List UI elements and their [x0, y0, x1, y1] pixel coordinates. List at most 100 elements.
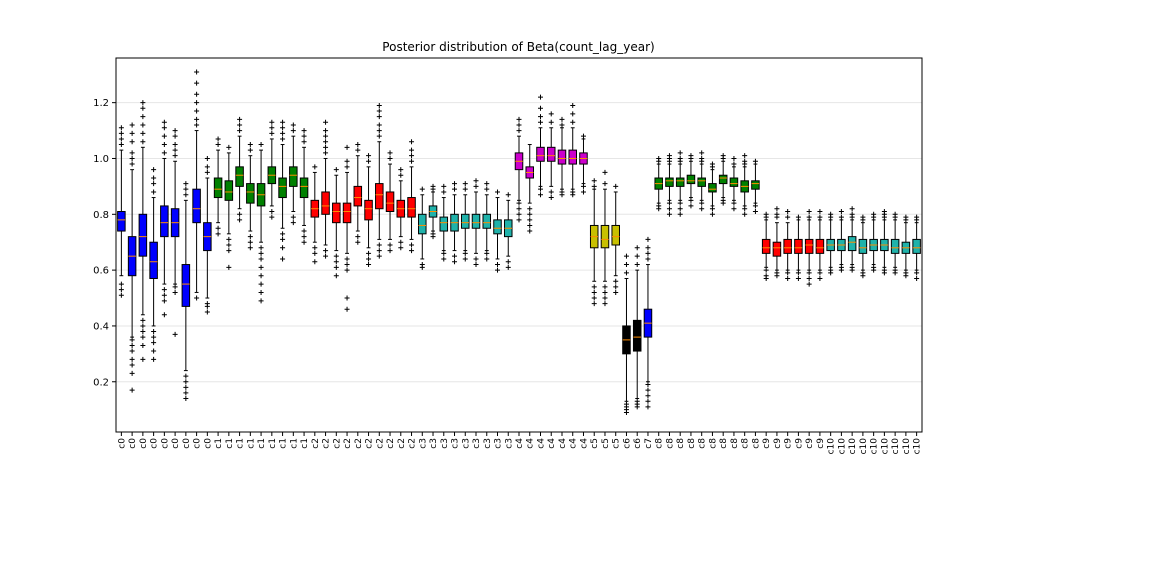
flier-point — [495, 262, 501, 268]
flier-point — [183, 186, 189, 192]
flier-point — [312, 245, 318, 251]
flier-point — [591, 295, 597, 301]
box-c2 — [407, 139, 416, 254]
flier-point — [140, 114, 146, 120]
flier-point — [774, 206, 780, 212]
x-tick-label: c6 — [633, 438, 643, 449]
box-c9 — [815, 209, 825, 281]
flier-point — [118, 130, 124, 136]
flier-point — [677, 200, 683, 206]
flier-point — [280, 130, 286, 136]
flier-point — [441, 256, 447, 262]
flier-point — [666, 153, 672, 159]
flier-point — [881, 209, 887, 215]
flier-point — [505, 259, 511, 265]
flier-point — [484, 186, 490, 192]
flier-point — [548, 111, 554, 117]
x-tick-label: c1 — [225, 438, 235, 449]
plot-frame — [115, 57, 923, 433]
x-tick-label: c8 — [655, 438, 665, 449]
flier-point — [537, 186, 543, 192]
box-c5 — [589, 178, 599, 307]
flier-point — [634, 404, 640, 410]
box-iqr — [375, 183, 384, 210]
flier-point — [602, 289, 608, 295]
flier-point — [280, 125, 286, 131]
x-tick-label: c3 — [504, 438, 514, 449]
box-c9 — [804, 209, 814, 287]
flier-point — [795, 214, 801, 220]
flier-point — [323, 150, 329, 156]
flier-point — [570, 111, 576, 117]
flier-point — [452, 253, 458, 259]
flier-point — [441, 189, 447, 195]
box-c8 — [740, 153, 749, 217]
flier-point — [516, 116, 522, 122]
x-tick-label: c8 — [730, 438, 740, 449]
flier-point — [140, 329, 146, 335]
box-c4 — [536, 94, 545, 198]
flier-point — [795, 275, 801, 281]
flier-point — [591, 289, 597, 295]
flier-point — [151, 356, 157, 362]
flier-point — [838, 267, 844, 273]
box-c2 — [375, 102, 384, 259]
box-iqr — [546, 146, 556, 162]
flier-point — [183, 396, 189, 402]
flier-point — [602, 181, 608, 187]
box-iqr — [192, 188, 201, 224]
x-tick-label: c9 — [816, 438, 826, 449]
x-tick-label: c1 — [300, 438, 310, 449]
flier-point — [903, 273, 909, 279]
flier-point — [537, 119, 543, 125]
box-c8 — [675, 150, 685, 217]
flier-point — [140, 139, 146, 145]
flier-point — [376, 102, 382, 108]
box-iqr — [332, 202, 341, 224]
flier-point — [129, 161, 135, 167]
flier-point — [505, 192, 511, 198]
box-c2 — [310, 164, 320, 265]
box-iqr — [557, 149, 567, 165]
flier-point — [806, 209, 812, 215]
flier-point — [806, 281, 812, 287]
flier-point — [194, 80, 200, 86]
flier-point — [204, 309, 210, 315]
flier-point — [151, 167, 157, 173]
flier-point — [258, 289, 264, 295]
flier-point — [366, 153, 372, 159]
x-tick-label: c1 — [289, 438, 299, 449]
flier-point — [151, 340, 157, 346]
box-c4 — [546, 111, 556, 201]
flier-point — [548, 195, 554, 201]
flier-point — [409, 242, 415, 248]
flier-point — [645, 404, 651, 410]
box-iqr — [708, 183, 717, 193]
flier-point — [333, 273, 339, 279]
flier-point — [129, 130, 135, 136]
flier-point — [237, 128, 243, 134]
flier-point — [247, 234, 253, 240]
box-c2 — [364, 153, 373, 268]
flier-point — [355, 142, 361, 148]
flier-point — [752, 158, 758, 164]
flier-point — [645, 245, 651, 251]
flier-point — [699, 155, 705, 161]
box-c9 — [761, 211, 771, 281]
x-tick-label: c7 — [644, 438, 654, 449]
flier-point — [172, 331, 178, 337]
flier-point — [183, 181, 189, 187]
flier-point — [613, 284, 619, 290]
x-tick-label: c4 — [526, 438, 536, 449]
flier-point — [473, 256, 479, 262]
y-tick-label: 0.2 — [93, 377, 109, 388]
x-tick-label: c8 — [751, 438, 761, 449]
box-c8 — [751, 158, 760, 215]
flier-point — [140, 342, 146, 348]
flier-point — [215, 142, 221, 148]
flier-point — [151, 189, 157, 195]
flier-point — [280, 256, 286, 262]
flier-point — [634, 245, 640, 251]
flier-point — [215, 225, 221, 231]
